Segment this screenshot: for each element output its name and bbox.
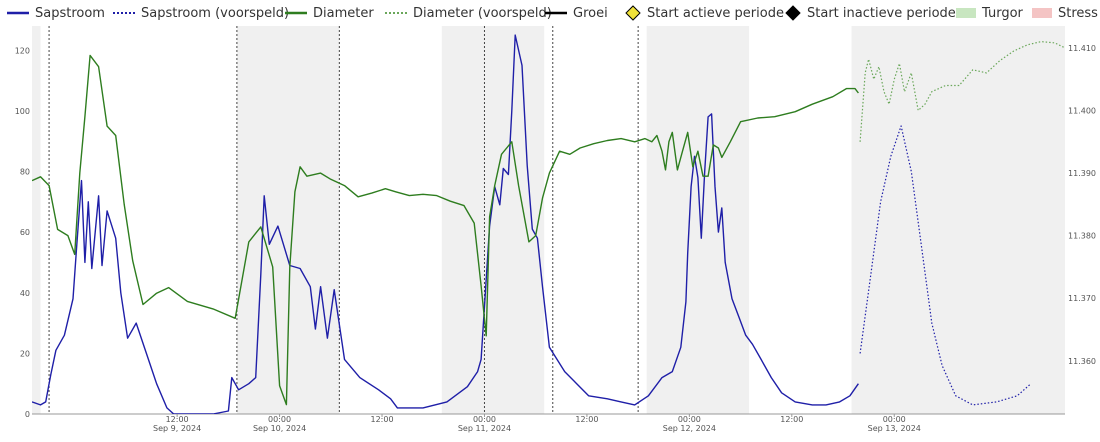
legend-item[interactable]: Groei [545,3,608,23]
series-line-sapstroom [32,34,859,414]
series-line-diameter [32,54,859,406]
legend-symbol [785,5,807,21]
x-tick-label: 12:00 [575,415,598,424]
legend-symbol [956,7,982,19]
legend-item[interactable]: Turgor [956,3,1023,23]
legend-symbol [625,5,647,21]
y-right-tick-label: 11.400 [1068,106,1096,115]
legend-item[interactable]: Diameter [285,3,374,23]
x-tick-label: 12:00 [166,415,189,424]
y-right-tick-label: 11.380 [1068,232,1096,241]
legend-label: Diameter [313,5,374,21]
x-tick-date-label: Sep 9, 2024 [153,424,201,433]
legend-item[interactable]: Sapstroom (voorspeld) [113,3,289,23]
legend-item[interactable]: Diameter (voorspeld) [385,3,552,23]
x-tick-date-label: Sep 13, 2024 [868,424,921,433]
x-tick-label: 00:00 [473,415,496,424]
night-shade-band-0 [32,26,41,414]
y-right-tick-label: 11.390 [1068,169,1096,178]
y-left-tick-label: 40 [20,289,30,298]
legend-label: Start inactieve periode [807,5,956,21]
series-line-diameter-voorspeld [859,41,1065,142]
x-tick-date-label: Sep 11, 2024 [458,424,511,433]
x-tick-label: 00:00 [678,415,701,424]
y-left-tick-label: 100 [15,107,30,116]
x-tick-label: 00:00 [883,415,906,424]
legend-symbol [7,8,35,18]
legend-item[interactable]: Stress [1032,3,1098,23]
legend-item[interactable]: Start actieve periode [625,3,784,23]
legend-label: Turgor [982,5,1023,21]
legend-label: Start actieve periode [647,5,784,21]
x-tick-label: 00:00 [268,415,291,424]
x-tick-label: 12:00 [780,415,803,424]
series-line-sapstroom-voorspeld [859,125,1032,406]
legend-item[interactable]: Sapstroom [7,3,105,23]
y-left-tick-label: 80 [20,168,30,177]
legend-symbol [545,8,573,18]
chart-legend: Sapstroom Sapstroom (voorspeld) Diameter Di… [0,0,1100,26]
x-tick-date-label: Sep 10, 2024 [253,424,306,433]
y-right-tick-label: 11.370 [1068,294,1096,303]
night-shade-band-3 [646,26,750,414]
legend-label: Groei [573,5,608,21]
night-shade-band-4 [851,26,1065,414]
y-right-tick-label: 11.410 [1068,44,1096,53]
legend-label: Sapstroom [35,5,105,21]
x-tick-label: 12:00 [370,415,393,424]
y-right-tick-label: 11.360 [1068,357,1096,366]
night-shade-band-2 [441,26,545,414]
x-tick-date-label: Sep 12, 2024 [663,424,716,433]
y-left-tick-label: 20 [20,349,30,358]
legend-symbol [285,8,313,18]
legend-label: Diameter (voorspeld) [413,5,552,21]
y-left-tick-label: 120 [15,46,30,55]
legend-label: Stress [1058,5,1098,21]
legend-item[interactable]: Start inactieve periode [785,3,956,23]
y-left-tick-label: 60 [20,228,30,237]
y-left-tick-label: 0 [25,410,30,419]
legend-symbol [1032,7,1058,19]
legend-label: Sapstroom (voorspeld) [141,5,290,21]
